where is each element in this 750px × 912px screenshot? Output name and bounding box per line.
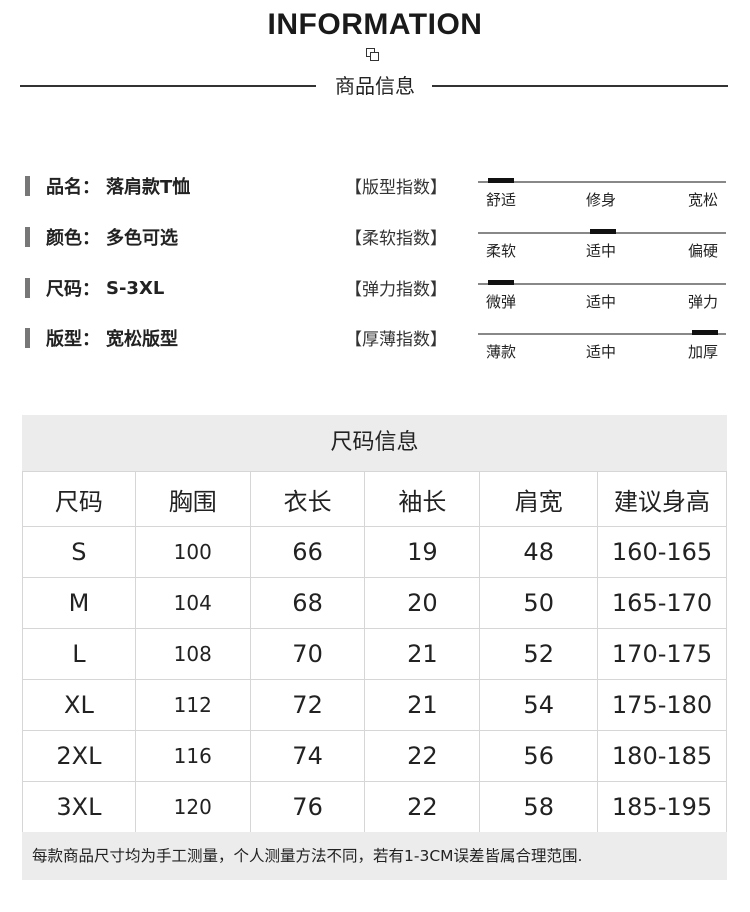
column-header: 建议身高 — [597, 471, 727, 527]
table-cell: 112 — [134, 679, 251, 731]
index-label: 宽松 — [688, 191, 719, 209]
section-subtitle: 商品信息 — [335, 74, 415, 98]
spec-value: 落肩款T恤 — [106, 177, 191, 198]
table-cell: 104 — [134, 577, 251, 629]
measurement-note: 每款商品尺寸均为手工测量，个人测量方法不同，若有1-3CM误差皆属合理范围. — [22, 832, 727, 880]
bullet-bar — [25, 278, 30, 298]
table-cell: 22 — [364, 730, 481, 782]
spec-label: 颜色： — [46, 228, 100, 249]
index-label: 弹力 — [688, 293, 719, 311]
table-cell: 165-170 — [597, 577, 727, 629]
index-label: 舒适 — [486, 191, 517, 209]
table-cell: 70 — [249, 628, 366, 680]
table-cell: 3XL — [22, 781, 136, 833]
table-cell: L — [22, 628, 136, 680]
table-row: XL 112 72 21 54 175-180 — [22, 679, 727, 731]
index-label: 加厚 — [688, 343, 719, 361]
column-header: 尺码 — [22, 471, 136, 527]
index-label: 偏硬 — [688, 242, 719, 260]
index-label: 修身 — [586, 191, 617, 209]
size-table: 尺码 胸围 衣长 袖长 肩宽 建议身高 S 100 66 19 48 160-165 M 104 68 20 5… — [22, 471, 727, 833]
table-row: 2XL 116 74 22 56 180-185 — [22, 730, 727, 782]
column-header: 肩宽 — [479, 471, 599, 527]
index-label: 适中 — [586, 242, 617, 260]
table-row: M 104 68 20 50 165-170 — [22, 577, 727, 629]
spec-row: 品名： 落肩款T恤 — [25, 173, 190, 199]
copy-squares-icon — [366, 48, 380, 62]
bullet-bar — [25, 227, 30, 247]
table-cell: 52 — [479, 628, 599, 680]
table-cell: 50 — [479, 577, 599, 629]
table-cell: 185-195 — [597, 781, 727, 833]
bullet-bar — [25, 176, 30, 196]
table-cell: 2XL — [22, 730, 136, 782]
table-row: 3XL 120 76 22 58 185-195 — [22, 781, 727, 833]
spec-value: 宽松版型 — [106, 329, 178, 350]
table-cell: 76 — [249, 781, 366, 833]
column-header: 胸围 — [134, 471, 251, 527]
index-label: 柔软 — [486, 242, 517, 260]
index-scale: 微弹 适中 弹力 — [478, 280, 726, 311]
table-cell: XL — [22, 679, 136, 731]
spec-row: 版型： 宽松版型 — [25, 325, 178, 351]
table-cell: S — [22, 526, 136, 578]
divider — [432, 85, 728, 87]
bullet-bar — [25, 328, 30, 348]
table-cell: 56 — [479, 730, 599, 782]
index-name: 【版型指数】 — [345, 178, 447, 198]
index-label: 薄款 — [486, 343, 517, 361]
table-cell: 100 — [134, 526, 251, 578]
spec-label: 品名： — [46, 177, 100, 198]
index-scale: 薄款 适中 加厚 — [478, 330, 726, 361]
table-cell: 68 — [249, 577, 366, 629]
index-label: 微弹 — [486, 293, 517, 311]
spec-label: 版型： — [46, 329, 100, 350]
table-cell: 54 — [479, 679, 599, 731]
table-cell: 116 — [134, 730, 251, 782]
table-cell: 108 — [134, 628, 251, 680]
index-marker — [590, 229, 616, 234]
spec-label: 尺码： — [46, 279, 100, 300]
index-name: 【弹力指数】 — [345, 280, 447, 300]
table-cell: 170-175 — [597, 628, 727, 680]
size-table-title: 尺码信息 — [22, 415, 727, 471]
table-cell: 74 — [249, 730, 366, 782]
table-cell: 20 — [364, 577, 481, 629]
table-cell: 160-165 — [597, 526, 727, 578]
index-scale: 舒适 修身 宽松 — [478, 178, 726, 209]
index-marker — [488, 178, 514, 183]
index-name: 【厚薄指数】 — [345, 330, 447, 350]
table-header-row: 尺码 胸围 衣长 袖长 肩宽 建议身高 — [22, 471, 727, 527]
column-header: 袖长 — [364, 471, 481, 527]
table-cell: 22 — [364, 781, 481, 833]
index-name: 【柔软指数】 — [345, 229, 447, 249]
table-row: L 108 70 21 52 170-175 — [22, 628, 727, 680]
table-cell: 66 — [249, 526, 366, 578]
index-label: 适中 — [586, 343, 617, 361]
index-marker — [488, 280, 514, 285]
page-title: INFORMATION — [267, 8, 483, 41]
spec-value: 多色可选 — [106, 228, 178, 249]
table-cell: 180-185 — [597, 730, 727, 782]
table-cell: M — [22, 577, 136, 629]
table-row: S 100 66 19 48 160-165 — [22, 526, 727, 578]
spec-row: 颜色： 多色可选 — [25, 224, 178, 250]
index-scale: 柔软 适中 偏硬 — [478, 229, 726, 260]
spec-value: S-3XL — [106, 277, 165, 299]
table-cell: 19 — [364, 526, 481, 578]
column-header: 衣长 — [249, 471, 366, 527]
table-cell: 72 — [249, 679, 366, 731]
spec-row: 尺码： S-3XL — [25, 275, 164, 301]
table-cell: 175-180 — [597, 679, 727, 731]
table-cell: 120 — [134, 781, 251, 833]
table-cell: 21 — [364, 628, 481, 680]
index-marker — [692, 330, 718, 335]
table-cell: 48 — [479, 526, 599, 578]
table-cell: 58 — [479, 781, 599, 833]
table-cell: 21 — [364, 679, 481, 731]
index-label: 适中 — [586, 293, 617, 311]
divider — [20, 85, 316, 87]
